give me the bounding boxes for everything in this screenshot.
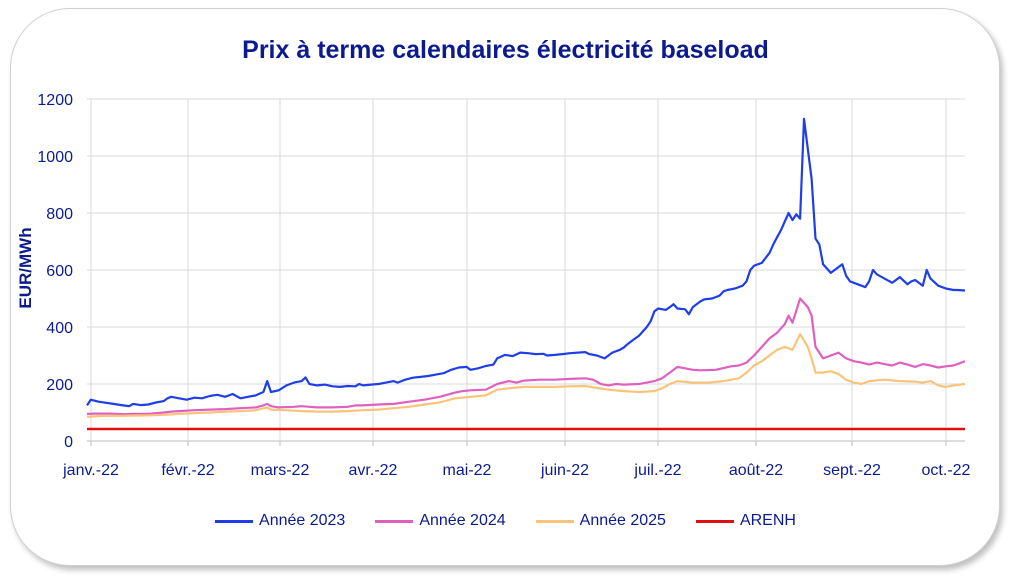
x-tick-label: juil.-22 <box>633 462 681 479</box>
legend-item-2: Année 2025 <box>535 512 666 530</box>
x-tick-label: août-22 <box>729 462 783 479</box>
chart-card <box>10 8 1000 566</box>
legend-label: Année 2024 <box>419 512 506 529</box>
y-tick-label: 600 <box>46 263 73 280</box>
y-tick-label: 1000 <box>37 149 73 166</box>
legend-swatch <box>375 519 414 523</box>
x-tick-label: sept.-22 <box>823 462 881 479</box>
legend-label: Année 2023 <box>259 512 346 529</box>
y-tick-label: 800 <box>46 206 73 223</box>
legend-item-0: Année 2023 <box>215 512 345 530</box>
legend-swatch <box>215 519 254 523</box>
x-tick-label: mars-22 <box>251 462 310 479</box>
x-axis-ticks: janv.-22 févr.-22 mars-22 avr.-22 mai-22 juin… <box>62 441 971 479</box>
series-line-2 <box>86 333 966 418</box>
x-tick-label: juin-22 <box>540 462 589 479</box>
y-axis-ticks: 0 200 400 600 800 1000 1200 <box>37 92 73 451</box>
legend-label: Année 2025 <box>579 512 666 529</box>
legend-swatch <box>535 519 574 523</box>
legend-item-1: Année 2024 <box>375 512 506 530</box>
y-tick-label: 1200 <box>37 92 73 109</box>
x-tick-label: janv.-22 <box>62 462 119 479</box>
series-line-0 <box>86 117 966 408</box>
y-tick-label: 400 <box>46 320 73 337</box>
series-line-1 <box>86 297 966 416</box>
x-tick-label: oct.-22 <box>922 462 971 479</box>
legend-swatch <box>695 519 734 523</box>
x-tick-label: avr.-22 <box>349 462 398 479</box>
y-tick-label: 200 <box>46 377 73 394</box>
grid-layer <box>87 98 965 442</box>
x-tick-label: mai-22 <box>443 462 492 479</box>
series-layer <box>86 117 966 431</box>
y-tick-label: 0 <box>64 434 73 451</box>
legend-label: ARENH <box>739 512 796 529</box>
legend-item-3: ARENH <box>695 512 796 530</box>
chart-title: Prix à terme calendaires électricité bas… <box>242 36 769 64</box>
legend: Année 2023 Année 2024 Année 2025 ARENH <box>0 512 1011 530</box>
x-tick-label: févr.-22 <box>161 462 214 479</box>
